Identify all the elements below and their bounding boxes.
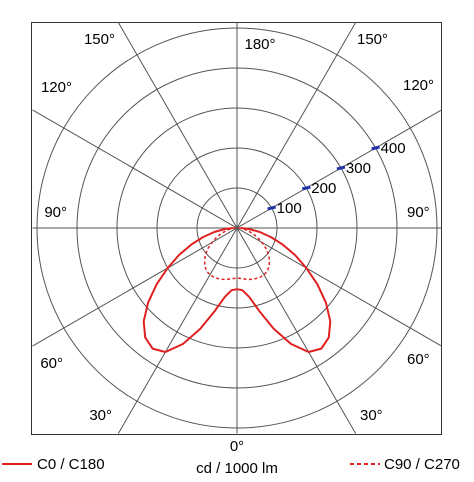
radial-tick-mark-400: [371, 145, 380, 151]
radial-tick-mark-300: [336, 165, 346, 171]
series-curve-c0-c180: [142, 227, 332, 353]
angle-label-layer: 0° 30° 30° 60° 60° 90° 90° 120° 120° 150° 150° 180°: [40, 31, 434, 455]
angle-label-neg60: 60°: [407, 351, 430, 368]
angle-label-0: 0°: [230, 438, 244, 455]
radial-tick-layer: 100 200 300 400: [267, 140, 406, 217]
series-layer: [142, 227, 332, 353]
angle-label-60: 60°: [40, 355, 63, 372]
legend: C0 / C180 C90 / C270: [2, 456, 460, 473]
angle-label-90: 90°: [44, 204, 67, 221]
radial-tick-label-300: 300: [346, 160, 371, 177]
angle-label-neg120: 120°: [403, 77, 434, 94]
series-curve-c90-c270: [203, 227, 271, 281]
angle-label-180: 180°: [244, 36, 275, 53]
radial-tick-label-400: 400: [381, 140, 406, 157]
grid-spoke-150: [117, 22, 357, 434]
legend-label-c90-c270: C90 / C270: [384, 456, 460, 473]
radial-tick-label-100: 100: [277, 200, 302, 217]
polar-grid: [32, 22, 442, 434]
angle-label-30: 30°: [89, 407, 112, 424]
radial-tick-mark-200: [301, 185, 311, 191]
angle-label-neg30: 30°: [360, 407, 383, 424]
unit-label: cd / 1000 lm: [196, 460, 278, 477]
legend-label-c0-c180: C0 / C180: [37, 456, 105, 473]
radial-tick-mark-100: [267, 205, 277, 211]
radial-tick-label-200: 200: [311, 180, 336, 197]
angle-label-120: 120°: [41, 79, 72, 96]
angle-label-neg90: 90°: [407, 204, 430, 221]
angle-label-neg150: 150°: [357, 31, 388, 48]
angle-label-150: 150°: [84, 31, 115, 48]
